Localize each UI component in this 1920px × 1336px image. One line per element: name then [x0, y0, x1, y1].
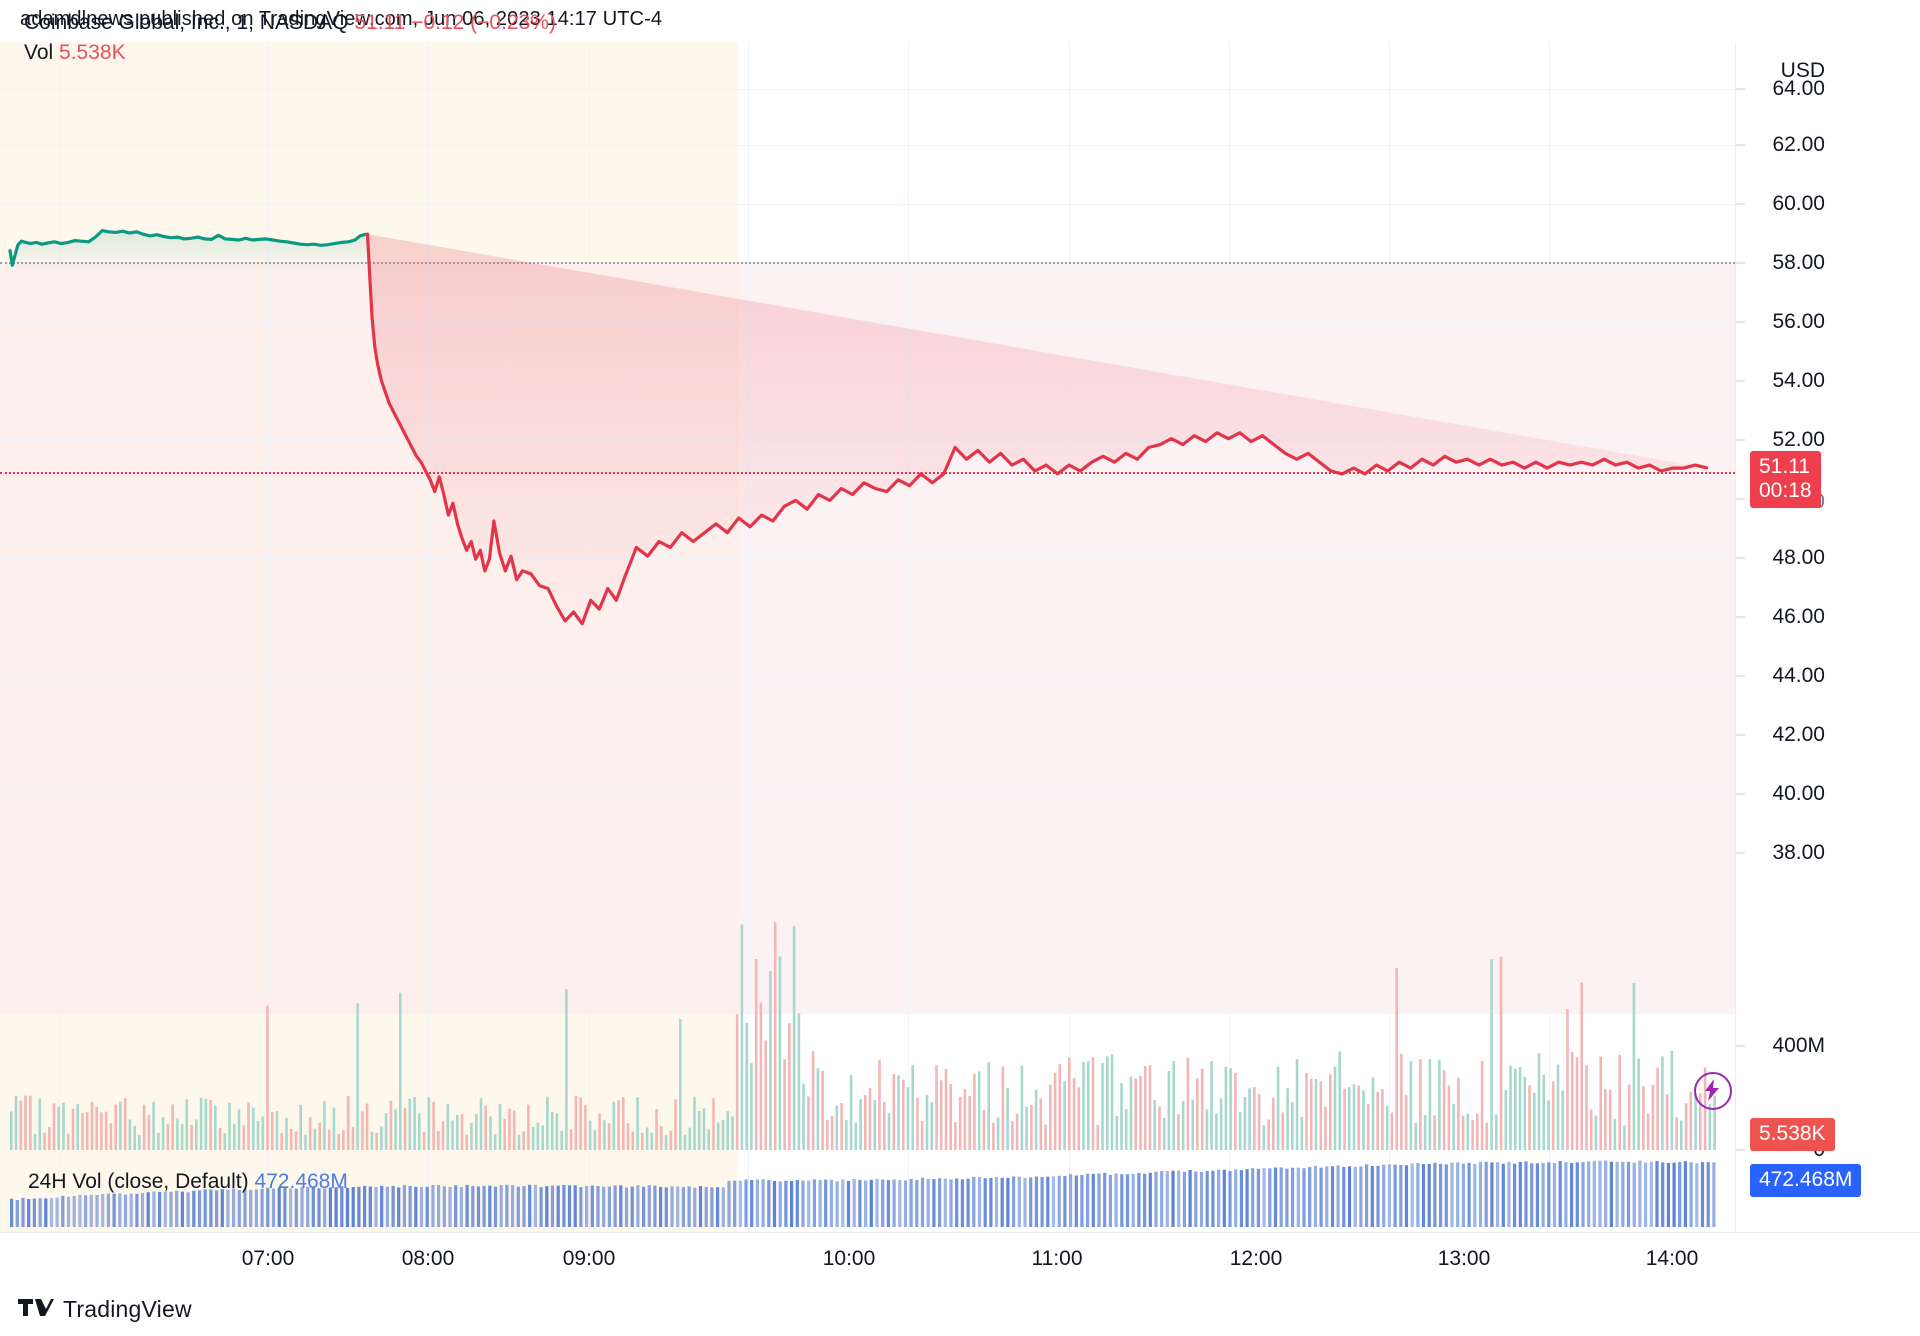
tradingview-brand-text: TradingView [63, 1296, 192, 1322]
price-tick-label: 64.00 [1772, 77, 1825, 100]
price-tick-label: 54.00 [1772, 369, 1825, 392]
gridline-h [0, 735, 1735, 736]
price-axis[interactable]: USD 64.00 62.00 60.00 58.00 56.00 54.00 … [1735, 42, 1920, 1232]
price-tick-label: 52.00 [1772, 428, 1825, 451]
axis-tick [1736, 321, 1745, 323]
price-tick-label: 48.00 [1772, 546, 1825, 569]
previous-close-line [0, 262, 1735, 264]
axis-tick [1736, 380, 1745, 382]
gridline-h [0, 204, 1735, 205]
axis-tick [1736, 616, 1745, 618]
tradingview-logo-icon [18, 1298, 54, 1316]
gridline-v [1069, 42, 1070, 1232]
gridline-v [428, 42, 429, 1232]
axis-tick [1736, 1045, 1745, 1047]
volume-badge[interactable]: 5.538K [1750, 1118, 1835, 1152]
tradingview-footer-logo[interactable]: TradingView [18, 1296, 192, 1323]
price-tick-label: 38.00 [1772, 841, 1825, 864]
gridline-h [0, 853, 1735, 854]
time-tick-label: 10:00 [822, 1247, 876, 1270]
time-axis[interactable]: 07:00 08:00 09:00 10:00 11:00 12:00 13:0… [0, 1232, 1920, 1291]
gridline-v [268, 42, 269, 1232]
axis-tick [1736, 262, 1745, 264]
axis-tick [1736, 675, 1745, 677]
axis-tick [1736, 1149, 1745, 1151]
lightning-bolt-icon[interactable] [1694, 1072, 1732, 1110]
axis-tick [1736, 203, 1745, 205]
time-tick-label: 14:00 [1645, 1247, 1699, 1270]
gridline-v [1549, 42, 1550, 1232]
time-tick-label: 11:00 [1031, 1247, 1083, 1270]
price-tick-label: 60.00 [1772, 192, 1825, 215]
axis-tick [1736, 734, 1745, 736]
time-tick-label: 13:00 [1437, 1247, 1491, 1270]
gridline-v [589, 42, 590, 1232]
gridline-v [748, 42, 749, 1232]
axis-tick [1736, 88, 1745, 90]
axis-tick [1736, 144, 1745, 146]
current-price-badge-value: 51.11 [1759, 455, 1810, 478]
chart-plot-area[interactable]: 24H Vol (close, Default) 472.468M [0, 42, 1735, 1232]
gridline-v [1389, 42, 1390, 1232]
axis-tick [1736, 793, 1745, 795]
gridline-h [0, 558, 1735, 559]
axis-tick [1736, 557, 1745, 559]
time-tick-label: 09:00 [562, 1247, 616, 1270]
gridline-h [0, 794, 1735, 795]
price-tick-label: 42.00 [1772, 723, 1825, 746]
price-tick-label: 46.00 [1772, 605, 1825, 628]
price-tick-label: 44.00 [1772, 664, 1825, 687]
gridline-h [0, 617, 1735, 618]
currency-label: USD [1780, 59, 1825, 82]
gridline-v [1229, 42, 1230, 1232]
time-tick-label: 07:00 [241, 1247, 295, 1270]
gridline-h [0, 676, 1735, 677]
indicator-legend-value: 472.468M [254, 1170, 348, 1193]
price-tick-label: 40.00 [1772, 782, 1825, 805]
price-tick-label: 62.00 [1772, 133, 1825, 156]
gridline-h [0, 145, 1735, 146]
current-price-badge[interactable]: 51.11 00:18 [1750, 451, 1821, 509]
time-tick-label: 08:00 [401, 1247, 455, 1270]
vol24h-badge[interactable]: 472.468M [1750, 1164, 1862, 1198]
current-price-badge-countdown: 00:18 [1759, 479, 1812, 503]
axis-tick [1736, 498, 1745, 500]
price-tick-label: 58.00 [1772, 251, 1825, 274]
indicator-legend-label: 24H Vol (close, Default) [28, 1170, 249, 1193]
gridline-v [908, 42, 909, 1232]
publisher-credit: adamdlnews published on TradingView.com,… [20, 8, 663, 30]
price-tick-label: 56.00 [1772, 310, 1825, 333]
volume-tick-label: 400M [1772, 1034, 1825, 1057]
indicator-legend: 24H Vol (close, Default) 472.468M [28, 1170, 348, 1194]
gridline-h [0, 499, 1735, 500]
axis-tick [1736, 852, 1745, 854]
gridline-h [0, 89, 1735, 90]
time-tick-label: 12:00 [1229, 1247, 1283, 1270]
gridline-v [59, 42, 60, 1232]
price-series-svg [8, 229, 1716, 1227]
axis-tick [1736, 439, 1745, 441]
